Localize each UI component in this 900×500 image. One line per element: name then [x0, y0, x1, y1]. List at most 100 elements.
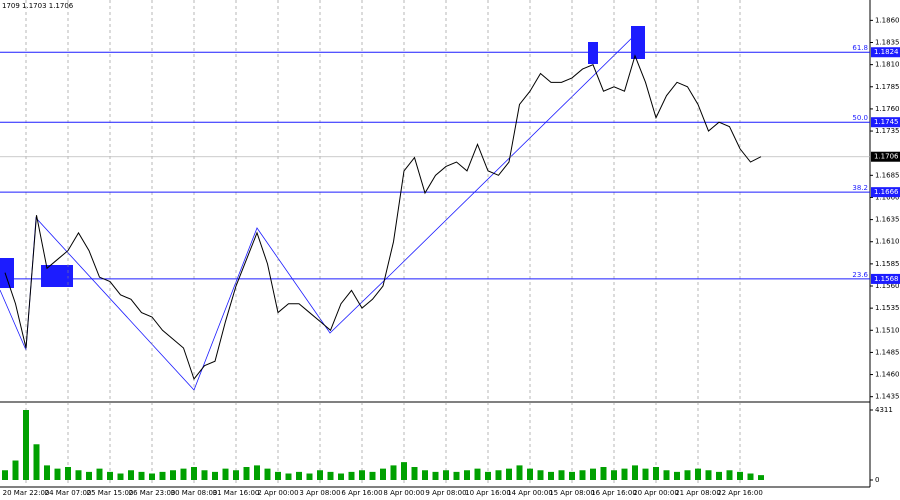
- volume-tick-label: 0: [875, 476, 879, 484]
- marker-box: [41, 265, 73, 287]
- volume-bar: [453, 471, 460, 480]
- x-tick-label: 2 Apr 00:00: [257, 489, 298, 497]
- volume-bar: [495, 470, 502, 480]
- y-tick-label: 1.1760: [875, 105, 900, 113]
- x-tick-label: 16 Apr 16:00: [591, 489, 637, 497]
- volume-bar: [726, 470, 733, 480]
- volume-bar: [107, 471, 113, 480]
- volume-bar: [380, 468, 386, 480]
- volume-bar: [317, 470, 323, 480]
- y-tick-label: 1.1460: [875, 371, 900, 379]
- fib-level-label: 61.8: [852, 44, 868, 52]
- volume-bar: [590, 468, 596, 480]
- volume-bar: [180, 468, 187, 480]
- volume-bar: [44, 465, 50, 480]
- volume-bar: [401, 462, 407, 480]
- volume-bar: [411, 467, 418, 480]
- volume-bar: [222, 468, 229, 480]
- volume-bar: [2, 470, 8, 480]
- volume-bar: [653, 467, 659, 480]
- volume-bar: [695, 468, 701, 480]
- y-tick-label: 1.1660: [875, 193, 900, 201]
- volume-bar: [621, 468, 628, 480]
- volume-bar: [306, 473, 313, 480]
- volume-bar: [254, 465, 260, 480]
- x-tick-label: 6 Apr 16:00: [341, 489, 382, 497]
- volume-bar: [558, 470, 565, 480]
- fib-price-label: 1.1824: [874, 48, 899, 56]
- volume-bar: [96, 468, 103, 480]
- y-tick-label: 1.1635: [875, 216, 900, 224]
- volume-bar: [548, 471, 554, 480]
- volume-bar: [33, 444, 40, 480]
- x-tick-label: 14 Apr 00:00: [507, 489, 553, 497]
- y-tick-label: 1.1735: [875, 127, 900, 135]
- volume-bar: [684, 470, 691, 480]
- volume-bar: [359, 470, 365, 480]
- y-tick-label: 1.1435: [875, 393, 900, 401]
- fib-price-tag: [871, 187, 900, 198]
- price-header: 1709 1.1703 1.1706: [2, 2, 74, 10]
- volume-bar: [338, 473, 344, 480]
- y-tick-label: 1.1835: [875, 39, 900, 47]
- volume-bar: [212, 471, 218, 480]
- x-tick-label: 20 Mar 22:00: [3, 489, 50, 497]
- volume-bar: [128, 470, 134, 480]
- volume-bar: [569, 471, 575, 480]
- volume-bar: [65, 467, 71, 480]
- volume-bar: [243, 467, 250, 480]
- x-tick-label: 31 Mar 16:00: [213, 489, 260, 497]
- y-tick-label: 1.1560: [875, 282, 900, 290]
- volume-bar: [191, 467, 197, 480]
- x-tick-label: 24 Mar 07:00: [45, 489, 92, 497]
- volume-bar: [275, 471, 281, 480]
- y-tick-label: 1.1535: [875, 304, 900, 312]
- volume-bar: [390, 465, 397, 480]
- volume-bar: [159, 471, 166, 480]
- y-tick-label: 1.1810: [875, 61, 900, 69]
- volume-bar: [443, 470, 449, 480]
- volume-bar: [369, 471, 376, 480]
- volume-bar: [474, 468, 481, 480]
- volume-bar: [674, 471, 680, 480]
- volume-bar: [201, 470, 208, 480]
- fib-level-label: 23.6: [852, 271, 868, 279]
- y-tick-label: 1.1685: [875, 171, 900, 179]
- volume-bar: [117, 473, 124, 480]
- volume-bar: [149, 473, 155, 480]
- volume-bar: [264, 468, 271, 480]
- marker-box: [631, 26, 645, 59]
- y-tick-label: 1.1860: [875, 16, 900, 24]
- volume-bar: [54, 468, 61, 480]
- volume-bar: [464, 470, 470, 480]
- x-tick-label: 20 Apr 00:00: [633, 489, 679, 497]
- volume-bar: [23, 410, 29, 480]
- volume-bar: [537, 470, 544, 480]
- volume-bar: [642, 468, 649, 480]
- volume-bar: [233, 470, 239, 480]
- volume-bar: [516, 465, 523, 480]
- volume-bar: [632, 465, 638, 480]
- y-tick-label: 1.1510: [875, 326, 900, 334]
- volume-bar: [527, 468, 533, 480]
- volume-bar: [747, 473, 754, 480]
- x-tick-label: 8 Apr 00:00: [383, 489, 424, 497]
- x-tick-label: 9 Apr 08:00: [425, 489, 466, 497]
- marker-box: [588, 42, 598, 64]
- fib-price-tag: [871, 47, 900, 58]
- x-tick-label: 25 Mar 15:00: [87, 489, 134, 497]
- fib-price-label: 1.1745: [874, 118, 899, 126]
- volume-bar: [296, 471, 302, 480]
- x-tick-label: 10 Apr 16:00: [465, 489, 511, 497]
- volume-bar: [327, 471, 334, 480]
- volume-bar: [138, 471, 145, 480]
- x-tick-label: 22 Apr 16:00: [717, 489, 763, 497]
- marker-box: [0, 258, 14, 288]
- volume-bar: [432, 471, 439, 480]
- current-price-tag: [871, 151, 900, 162]
- volume-bar: [485, 471, 491, 480]
- x-tick-label: 3 Apr 08:00: [299, 489, 340, 497]
- x-tick-label: 21 Apr 08:00: [675, 489, 721, 497]
